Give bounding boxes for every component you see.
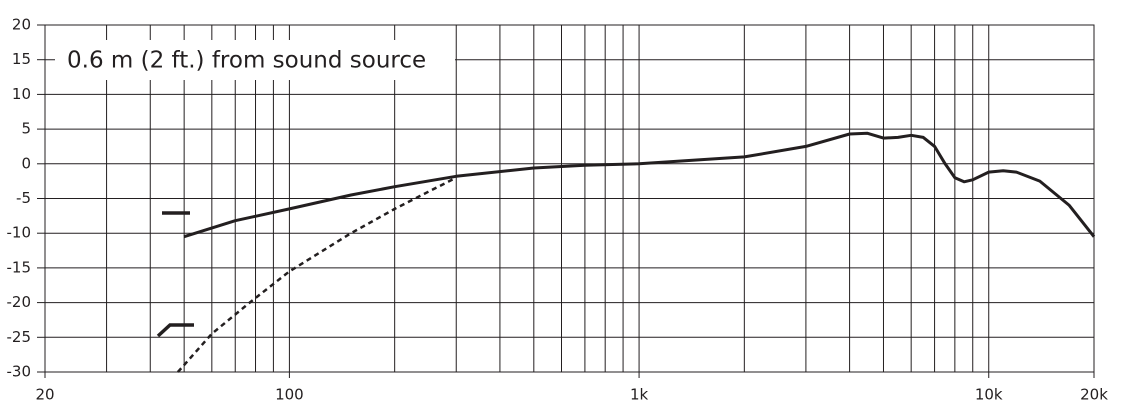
- y-tick-label: 0: [21, 154, 31, 172]
- y-tick-label: 20: [12, 16, 31, 34]
- x-tick-label: 10k: [975, 386, 1003, 404]
- x-tick-label: 100: [275, 386, 304, 404]
- y-tick-label: -25: [7, 328, 32, 346]
- x-tick-label: 20: [35, 386, 54, 404]
- x-tick-label: 1k: [630, 386, 649, 404]
- y-tick-label: -30: [7, 363, 32, 381]
- y-tick-label: 5: [21, 120, 31, 138]
- y-tick-label: -15: [7, 258, 32, 276]
- annotation-box: [55, 40, 455, 80]
- y-tick-label: -20: [7, 293, 32, 311]
- response-curve: [176, 176, 457, 373]
- rolloff-symbol: [156, 323, 194, 338]
- grid: [37, 24, 1095, 378]
- y-tick-label: 15: [12, 50, 31, 68]
- y-tick-label: -10: [7, 224, 32, 242]
- annotation: 0.6 m (2 ft.) from sound source: [67, 48, 426, 74]
- response-curve: [183, 131, 1096, 239]
- x-tick-label: 20k: [1080, 386, 1108, 404]
- y-tick-label: -5: [16, 189, 31, 207]
- y-tick-label: 10: [12, 85, 31, 103]
